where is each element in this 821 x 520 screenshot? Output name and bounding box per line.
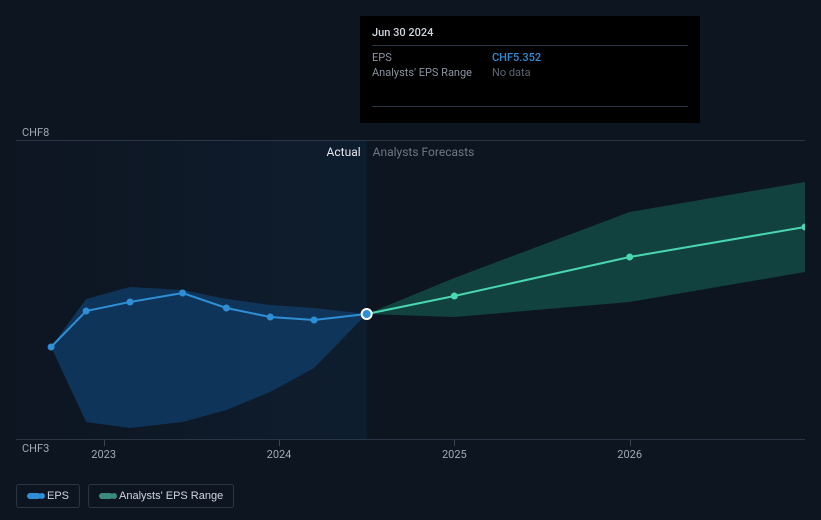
label-forecast: Analysts Forecasts xyxy=(373,145,475,159)
legend-item[interactable]: Analysts' EPS Range xyxy=(88,484,234,508)
x-tick-label: 2025 xyxy=(442,448,467,461)
tooltip-label: Analysts' EPS Range xyxy=(372,66,492,79)
chart-tooltip: Jun 30 2024 EPS CHF5.352 Analysts' EPS R… xyxy=(360,16,700,123)
label-actual: Actual xyxy=(327,145,361,159)
y-tick-label: CHF3 xyxy=(22,442,49,455)
legend-label: EPS xyxy=(47,490,69,502)
tooltip-label: EPS xyxy=(372,51,492,64)
tooltip-row-eps: EPS CHF5.352 xyxy=(372,50,688,65)
legend-swatch xyxy=(99,493,113,499)
chart-plot-area[interactable]: Actual Analysts Forecasts xyxy=(16,140,805,440)
x-tick-label: 2024 xyxy=(267,448,292,461)
x-tick-label: 2023 xyxy=(91,448,116,461)
x-tick-mark xyxy=(279,440,280,446)
tooltip-value: CHF5.352 xyxy=(492,51,541,64)
x-tick-mark xyxy=(104,440,105,446)
tooltip-row-range: Analysts' EPS Range No data xyxy=(372,65,688,80)
x-tick-mark xyxy=(454,440,455,446)
tooltip-divider xyxy=(372,106,688,107)
x-tick-mark xyxy=(630,440,631,446)
chart-legend: EPS Analysts' EPS Range xyxy=(16,484,234,508)
y-tick-label: CHF8 xyxy=(22,126,49,139)
tooltip-value: No data xyxy=(492,66,531,79)
legend-item[interactable]: EPS xyxy=(16,484,80,508)
tooltip-date: Jun 30 2024 xyxy=(372,26,688,46)
x-tick-label: 2026 xyxy=(617,448,642,461)
legend-label: Analysts' EPS Range xyxy=(119,490,223,502)
chart-svg xyxy=(16,140,805,440)
chart-container: Jun 30 2024 EPS CHF5.352 Analysts' EPS R… xyxy=(0,0,821,520)
legend-swatch xyxy=(27,493,41,499)
